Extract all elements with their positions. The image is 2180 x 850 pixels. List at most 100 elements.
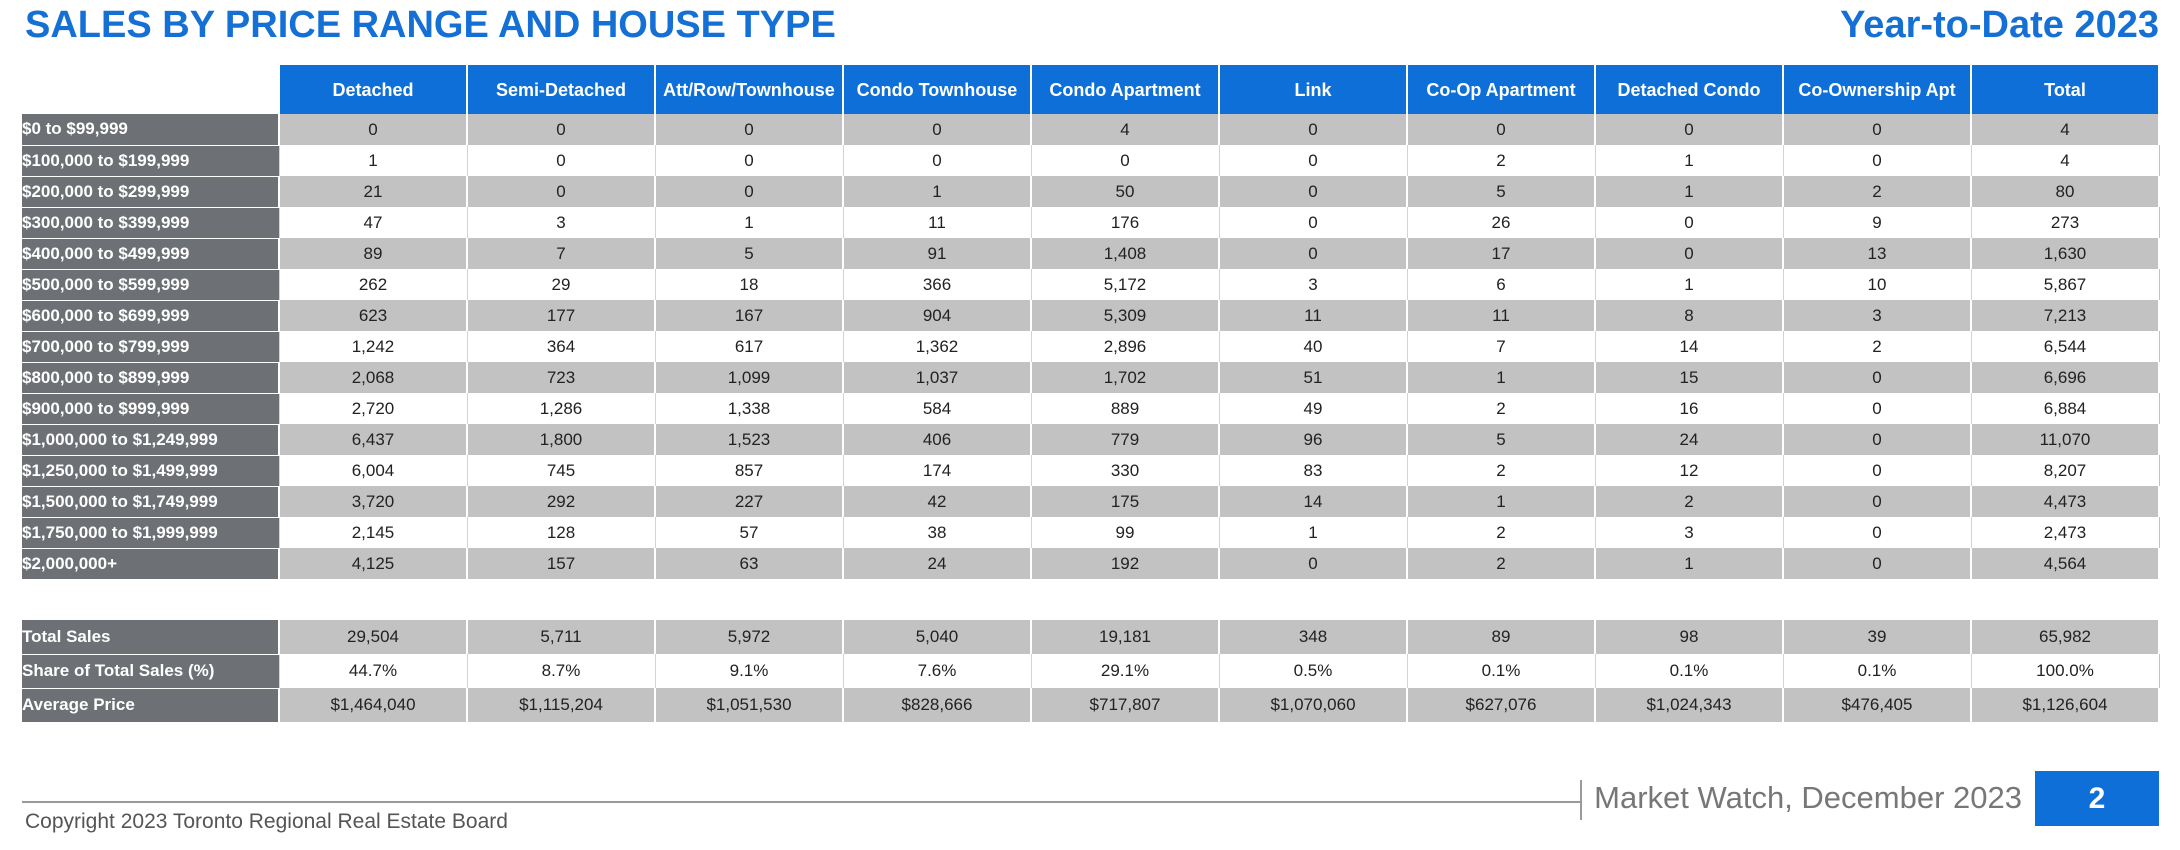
table-header-row: Detached Semi-Detached Att/Row/Townhouse Co… bbox=[22, 65, 2160, 114]
table-cell: 1,630 bbox=[1970, 238, 2160, 269]
table-cell: 14 bbox=[1218, 486, 1408, 517]
row-label: Average Price bbox=[22, 688, 279, 723]
table-cell: 227 bbox=[654, 486, 844, 517]
table-cell: 2,720 bbox=[278, 393, 468, 424]
row-label: $1,000,000 to $1,249,999 bbox=[22, 424, 279, 456]
table-cell: 5,867 bbox=[1970, 269, 2160, 300]
table-cell: 18 bbox=[654, 269, 844, 300]
table-cell: 176 bbox=[1030, 207, 1220, 238]
table-cell: 779 bbox=[1030, 424, 1220, 455]
table-cell: 0 bbox=[1782, 145, 1972, 176]
table-cell: 7 bbox=[466, 238, 656, 269]
table-cell: $1,051,530 bbox=[654, 688, 844, 722]
table-cell: 0 bbox=[1030, 145, 1220, 176]
table-cell: 4,125 bbox=[278, 548, 468, 579]
table-cell: 5 bbox=[1406, 176, 1596, 207]
table-cell: 38 bbox=[842, 517, 1032, 548]
table-cell: 745 bbox=[466, 455, 656, 486]
summary-table: Total Sales 29,504 5,711 5,972 5,040 19,181 34… bbox=[22, 620, 2160, 723]
table-cell: 16 bbox=[1594, 393, 1784, 424]
column-header: Condo Townhouse bbox=[842, 65, 1032, 114]
table-cell: 366 bbox=[842, 269, 1032, 300]
table-cell: 8.7% bbox=[466, 654, 656, 688]
table-cell: 98 bbox=[1594, 620, 1784, 654]
table-cell: 49 bbox=[1218, 393, 1408, 424]
table-cell: 0 bbox=[1782, 114, 1972, 145]
table-cell: 63 bbox=[654, 548, 844, 579]
row-label: $100,000 to $199,999 bbox=[22, 145, 279, 177]
table-cell: 1,362 bbox=[842, 331, 1032, 362]
table-cell: 5 bbox=[1406, 424, 1596, 455]
table-cell: 1,702 bbox=[1030, 362, 1220, 393]
table-cell: 0 bbox=[1406, 114, 1596, 145]
table-cell: 0.1% bbox=[1782, 654, 1972, 688]
table-cell: 0 bbox=[466, 145, 656, 176]
table-cell: 1,338 bbox=[654, 393, 844, 424]
table-cell: 1,408 bbox=[1030, 238, 1220, 269]
table-cell: 167 bbox=[654, 300, 844, 331]
table-cell: 9 bbox=[1782, 207, 1972, 238]
table-cell: 0 bbox=[1594, 207, 1784, 238]
table-cell: 5,040 bbox=[842, 620, 1032, 654]
table-cell: 91 bbox=[842, 238, 1032, 269]
table-row: $200,000 to $299,999 21 0 0 1 50 0 5 1 2 80 bbox=[22, 176, 2160, 208]
table-cell: 2 bbox=[1406, 548, 1596, 579]
row-label: $800,000 to $899,999 bbox=[22, 362, 279, 394]
table-cell: 11 bbox=[1406, 300, 1596, 331]
table-cell: 617 bbox=[654, 331, 844, 362]
table-row: $100,000 to $199,999 1 0 0 0 0 0 2 1 0 4 bbox=[22, 145, 2160, 177]
table-cell: 0 bbox=[466, 176, 656, 207]
table-cell: 330 bbox=[1030, 455, 1220, 486]
table-cell: 2,068 bbox=[278, 362, 468, 393]
copyright-text: Copyright 2023 Toronto Regional Real Est… bbox=[25, 810, 508, 833]
table-cell: 3 bbox=[1594, 517, 1784, 548]
table-cell: 0 bbox=[1218, 176, 1408, 207]
table-cell: 0 bbox=[1782, 393, 1972, 424]
table-cell: 0 bbox=[1594, 238, 1784, 269]
table-cell: 0 bbox=[1782, 362, 1972, 393]
table-cell: 364 bbox=[466, 331, 656, 362]
table-cell: 292 bbox=[466, 486, 656, 517]
table-cell: 99 bbox=[1030, 517, 1220, 548]
table-cell: 80 bbox=[1970, 176, 2160, 207]
table-cell: 0 bbox=[1218, 114, 1408, 145]
table-cell: 44.7% bbox=[278, 654, 468, 688]
table-row: $400,000 to $499,999 89 7 5 91 1,408 0 17 0 13 1,6… bbox=[22, 238, 2160, 270]
table-cell: 889 bbox=[1030, 393, 1220, 424]
table-cell: 39 bbox=[1782, 620, 1972, 654]
table-cell: 857 bbox=[654, 455, 844, 486]
row-label: $400,000 to $499,999 bbox=[22, 238, 279, 270]
sales-by-price-table: Detached Semi-Detached Att/Row/Townhouse Co… bbox=[22, 65, 2160, 580]
row-label: Share of Total Sales (%) bbox=[22, 654, 279, 689]
table-cell: 584 bbox=[842, 393, 1032, 424]
table-cell: 50 bbox=[1030, 176, 1220, 207]
table-cell: 96 bbox=[1218, 424, 1408, 455]
table-cell: 0 bbox=[466, 114, 656, 145]
table-cell: 29,504 bbox=[278, 620, 468, 654]
table-cell: 6 bbox=[1406, 269, 1596, 300]
summary-row: Share of Total Sales (%) 44.7% 8.7% 9.1% 7.6… bbox=[22, 654, 2160, 689]
table-cell: 2 bbox=[1782, 331, 1972, 362]
table-cell: 6,884 bbox=[1970, 393, 2160, 424]
table-row: $800,000 to $899,999 2,068 723 1,099 1,037 1,… bbox=[22, 362, 2160, 394]
table-cell: 5 bbox=[654, 238, 844, 269]
table-cell: $476,405 bbox=[1782, 688, 1972, 722]
summary-row: Average Price $1,464,040 $1,115,204 $1,051,… bbox=[22, 688, 2160, 723]
table-cell: 5,309 bbox=[1030, 300, 1220, 331]
table-cell: 2 bbox=[1406, 145, 1596, 176]
row-label: $1,250,000 to $1,499,999 bbox=[22, 455, 279, 487]
table-cell: $1,126,604 bbox=[1970, 688, 2160, 722]
table-cell: 0 bbox=[1218, 145, 1408, 176]
table-cell: 0 bbox=[1782, 455, 1972, 486]
table-cell: 0 bbox=[654, 114, 844, 145]
table-row: $2,000,000+ 4,125 157 63 24 192 0 2 1 0 4,564 bbox=[22, 548, 2160, 580]
row-label: $600,000 to $699,999 bbox=[22, 300, 279, 332]
row-label: $2,000,000+ bbox=[22, 548, 279, 580]
column-header: Semi-Detached bbox=[466, 65, 656, 114]
table-cell: $717,807 bbox=[1030, 688, 1220, 722]
table-cell: 128 bbox=[466, 517, 656, 548]
table-cell: 24 bbox=[842, 548, 1032, 579]
table-cell: 1 bbox=[1594, 548, 1784, 579]
table-row: $700,000 to $799,999 1,242 364 617 1,362 2,89… bbox=[22, 331, 2160, 363]
table-cell: 0 bbox=[842, 114, 1032, 145]
